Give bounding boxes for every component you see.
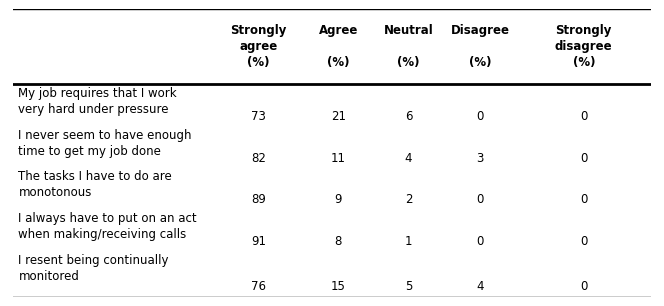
Text: 0: 0: [580, 235, 588, 248]
Text: 76: 76: [251, 280, 266, 293]
Text: 15: 15: [331, 280, 346, 293]
Text: 8: 8: [335, 235, 342, 248]
Text: 89: 89: [251, 193, 266, 207]
Text: 4: 4: [405, 152, 412, 165]
Text: The tasks I have to do are
monotonous: The tasks I have to do are monotonous: [19, 170, 172, 199]
Text: 9: 9: [335, 193, 342, 207]
Text: 11: 11: [331, 152, 346, 165]
Text: Strongly
agree
(%): Strongly agree (%): [230, 24, 287, 69]
Text: 0: 0: [580, 280, 588, 293]
Text: 3: 3: [477, 152, 484, 165]
Text: 21: 21: [331, 110, 346, 123]
Text: Disagree

(%): Disagree (%): [451, 24, 510, 69]
Text: Agree

(%): Agree (%): [319, 24, 358, 69]
Text: 4: 4: [477, 280, 484, 293]
Text: Neutral

(%): Neutral (%): [384, 24, 434, 69]
Text: Strongly
disagree
(%): Strongly disagree (%): [555, 24, 613, 69]
Text: 0: 0: [477, 193, 484, 207]
Text: 0: 0: [580, 193, 588, 207]
Text: 0: 0: [477, 110, 484, 123]
Text: 82: 82: [251, 152, 266, 165]
Text: My job requires that I work
very hard under pressure: My job requires that I work very hard un…: [19, 87, 177, 116]
Text: I never seem to have enough
time to get my job done: I never seem to have enough time to get …: [19, 129, 192, 158]
Text: 0: 0: [477, 235, 484, 248]
Text: 6: 6: [405, 110, 412, 123]
Text: 0: 0: [580, 110, 588, 123]
Text: I always have to put on an act
when making/receiving calls: I always have to put on an act when maki…: [19, 212, 197, 241]
Text: 1: 1: [405, 235, 412, 248]
Text: 5: 5: [405, 280, 412, 293]
Text: 73: 73: [251, 110, 266, 123]
Text: I resent being continually
monitored: I resent being continually monitored: [19, 254, 169, 283]
Text: 0: 0: [580, 152, 588, 165]
Text: 2: 2: [405, 193, 412, 207]
Text: 91: 91: [251, 235, 266, 248]
